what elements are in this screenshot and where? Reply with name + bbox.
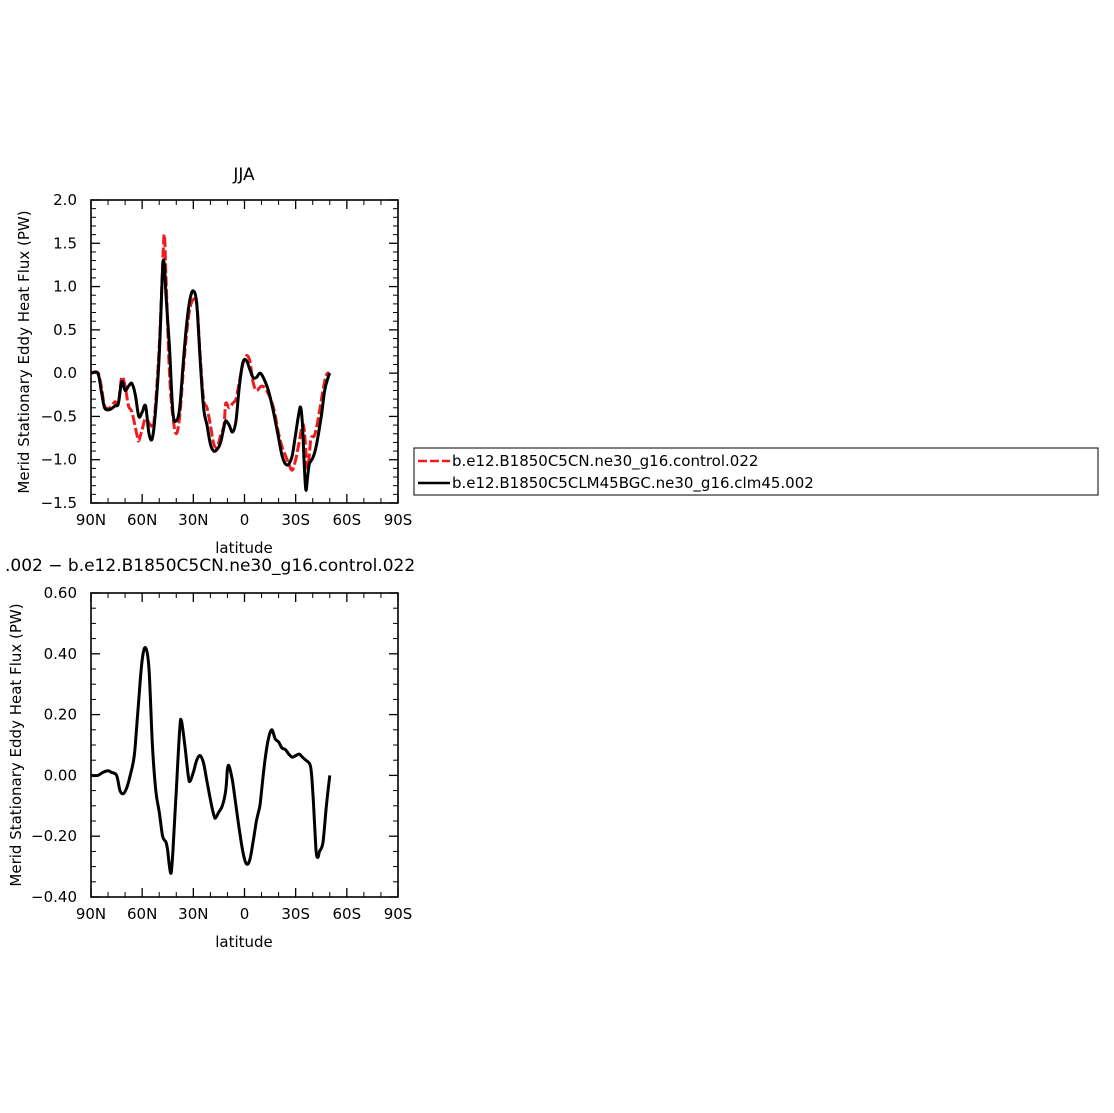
legend: b.e12.B1850C5CN.ne30_g16.control.022 b.e…	[413, 447, 1099, 496]
chart-top-ytick-label: 2.0	[53, 191, 77, 209]
chart-top-ytick-label: 1.0	[53, 278, 77, 296]
chart-top-title: JJA	[232, 165, 255, 185]
chart-bottom-xtick-label: 60S	[333, 905, 362, 923]
chart-bottom-xtick-label: 30S	[281, 905, 310, 923]
chart-top-series-line-1	[90, 258, 332, 492]
chart-top-xtick-label: 0	[240, 511, 250, 529]
chart-top-xtick-label: 60S	[333, 511, 362, 529]
chart-top: JJA 90N 60N 30N 0 30S 60S 90S −1.5 −1.0 −0.5 0.0 0.…	[15, 165, 412, 557]
chart-bottom-ytick-label: −0.20	[31, 827, 77, 845]
chart-bottom-xtick-label: 0	[240, 905, 250, 923]
chart-bottom-ytick-label: 0.40	[44, 645, 77, 663]
chart-top-xtick-label: 30S	[281, 511, 310, 529]
chart-bottom-ytick-label: −0.40	[31, 888, 77, 906]
chart-top-xlabel: latitude	[215, 539, 273, 557]
chart-top-ytick-label: −0.5	[41, 407, 77, 425]
chart-top-ytick-label: 1.5	[53, 234, 77, 252]
chart-top-series-line-0	[90, 233, 331, 472]
chart-bottom-ytick-label: 0.60	[44, 584, 77, 602]
chart-bottom-series-line-0	[90, 645, 332, 875]
chart-bottom-xtick-label: 30N	[178, 905, 208, 923]
chart-top-xtick-label: 60N	[127, 511, 157, 529]
chart-top-ytick-label: −1.5	[41, 494, 77, 512]
chart-bottom-ticks: 90N 60N 30N 0 30S 60S 90S −0.40 −0.20 0.00 0.20 0.4…	[31, 584, 412, 923]
chart-top-ticks: 90N 60N 30N 0 30S 60S 90S −1.5 −1.0 −0.5 0.0 0.5 1.0…	[41, 191, 413, 529]
chart-bottom-xtick-label: 60N	[127, 905, 157, 923]
chart-top-ylabel: Merid Stationary Eddy Heat Flux (PW)	[15, 210, 33, 493]
chart-bottom-series-group	[90, 645, 332, 875]
chart-bottom-title: .002 − b.e12.B1850C5CN.ne30_g16.control.…	[5, 556, 415, 576]
chart-bottom-frame	[90, 592, 399, 898]
legend-label-clm45: b.e12.B1850C5CLM45BGC.ne30_g16.clm45.002	[452, 474, 814, 493]
chart-bottom-ylabel: Merid Stationary Eddy Heat Flux (PW)	[7, 603, 25, 886]
legend-box	[413, 447, 1099, 496]
chart-bottom-xlabel: latitude	[215, 933, 273, 951]
chart-bottom: .002 − b.e12.B1850C5CN.ne30_g16.control.…	[5, 556, 415, 951]
legend-label-control: b.e12.B1850C5CN.ne30_g16.control.022	[452, 452, 758, 471]
chart-bottom-xtick-label: 90S	[384, 905, 413, 923]
chart-top-ytick-label: 0.5	[53, 321, 77, 339]
chart-top-xtick-label: 90S	[384, 511, 413, 529]
chart-top-xtick-label: 90N	[76, 511, 106, 529]
chart-bottom-xtick-label: 90N	[76, 905, 106, 923]
chart-bottom-ytick-label: 0.00	[44, 766, 77, 784]
chart-top-ytick-label: −1.0	[41, 451, 77, 469]
chart-top-series-group	[90, 233, 332, 492]
chart-top-ytick-label: 0.0	[53, 364, 77, 382]
chart-top-xtick-label: 30N	[178, 511, 208, 529]
chart-bottom-ytick-label: 0.20	[44, 706, 77, 724]
chart-top-frame	[90, 199, 399, 504]
